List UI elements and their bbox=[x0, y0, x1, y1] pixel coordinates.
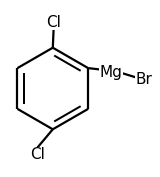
Text: Mg: Mg bbox=[100, 65, 123, 80]
Text: Cl: Cl bbox=[46, 15, 61, 30]
Text: Br: Br bbox=[136, 72, 152, 87]
Text: Cl: Cl bbox=[30, 147, 45, 162]
